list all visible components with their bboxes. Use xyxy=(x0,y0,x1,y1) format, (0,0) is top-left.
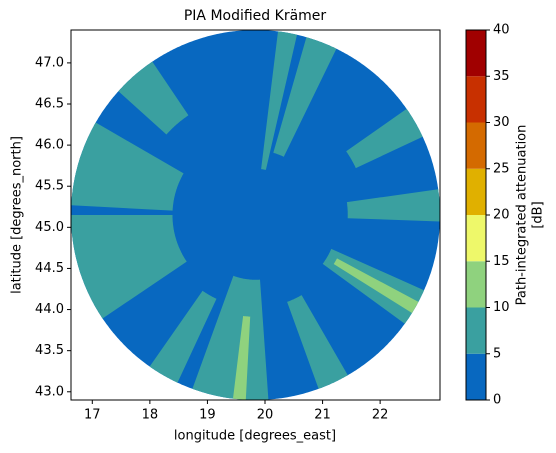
colorbar-tick-label: 40 xyxy=(493,23,510,38)
chart-title: PIA Modified Krämer xyxy=(184,8,327,24)
colorbar-tick-label: 5 xyxy=(493,346,501,361)
colorbar-label: [dB] xyxy=(531,201,546,228)
plot-frame xyxy=(70,29,441,401)
colorbar-segment xyxy=(466,215,486,262)
colorbar-label: Path-integrated attenuation xyxy=(515,125,530,306)
colorbar-tick-label: 15 xyxy=(493,254,510,269)
field-sector xyxy=(346,189,440,222)
x-axis-label: longitude [degrees_east] xyxy=(174,429,336,444)
field-sector xyxy=(233,316,251,400)
y-tick-label: 46.5 xyxy=(35,97,64,112)
y-tick-label: 43.0 xyxy=(35,384,64,399)
x-tick-label: 20 xyxy=(257,408,274,423)
field-sector xyxy=(71,122,184,211)
colorbar-tick-label: 25 xyxy=(493,161,510,176)
colorbar-segment xyxy=(466,76,486,123)
field-sector xyxy=(118,61,189,135)
y-tick-label: 44.0 xyxy=(35,302,64,317)
colorbar-tick-label: 30 xyxy=(493,115,510,130)
field-sector xyxy=(261,31,297,170)
y-tick-label: 47.0 xyxy=(35,55,64,70)
colorbar-segment xyxy=(466,261,486,308)
field-sector xyxy=(71,215,187,319)
x-tick-label: 19 xyxy=(199,408,216,423)
y-tick-label: 44.5 xyxy=(35,261,64,276)
colorbar-segment xyxy=(466,30,486,77)
field-sector xyxy=(149,290,217,383)
y-tick-label: 46.0 xyxy=(35,138,64,153)
field-sector xyxy=(192,275,269,400)
field-sector xyxy=(333,258,419,313)
y-axis-label: latitude [degrees_north] xyxy=(10,136,25,294)
y-tick-label: 43.5 xyxy=(35,343,64,358)
field-sector xyxy=(287,295,348,389)
colorbar-segment xyxy=(466,168,486,215)
field-sector xyxy=(346,108,423,169)
colorbar-tick-label: 35 xyxy=(493,69,510,84)
field-sector xyxy=(273,37,337,157)
colorbar-tick-label: 0 xyxy=(493,393,501,408)
x-tick-label: 21 xyxy=(314,408,331,423)
colorbar-segment xyxy=(466,307,486,354)
colorbar-tick-label: 20 xyxy=(493,208,510,223)
x-tick-label: 17 xyxy=(84,408,101,423)
y-tick-label: 45.0 xyxy=(35,220,64,235)
y-tick-label: 45.5 xyxy=(35,179,64,194)
colorbar-segment xyxy=(466,122,486,169)
x-tick-label: 18 xyxy=(142,408,159,423)
x-tick-label: 22 xyxy=(372,408,389,423)
colorbar-segment xyxy=(466,353,486,400)
colorbar-tick-label: 10 xyxy=(493,300,510,315)
